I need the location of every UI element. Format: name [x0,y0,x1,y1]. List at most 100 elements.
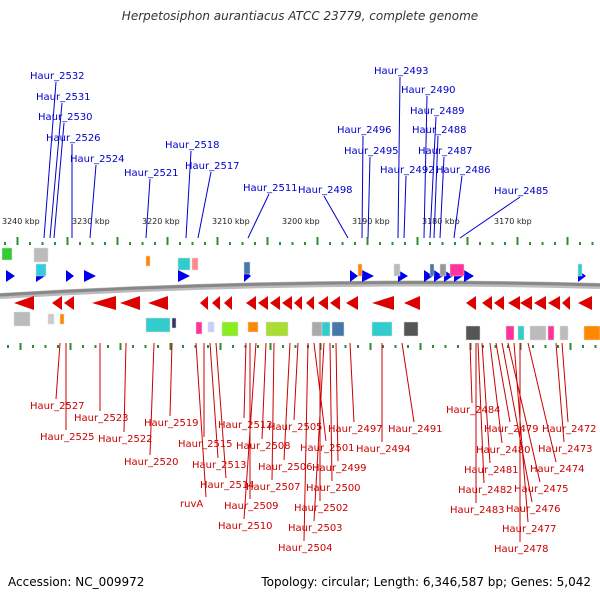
scale-tick-top [429,242,431,245]
scale-tick-bottom [532,345,534,348]
forward-gene-callout: Haur_2521 [124,168,179,239]
leader-line [243,342,257,520]
scale-tick-top [491,242,494,245]
scale-tick-top [104,242,106,245]
forward-gene-arrow [434,270,443,282]
reverse-gene-arrow [534,296,546,310]
reverse-gene-label: Haur_2503 [288,523,343,534]
reverse-gene-label: Haur_2507 [246,482,301,493]
gene-feature-box [331,321,345,337]
forward-gene-callout: Haur_2526 [46,133,101,238]
reverse-gene-label: Haur_2483 [450,505,505,516]
scale-tick-top [404,242,406,245]
reverse-gene-label: Haur_2506 [258,462,313,473]
leader-line [293,342,299,421]
reverse-gene-arrow [200,296,208,310]
scale-tick-bottom [332,345,334,348]
reverse-gene-label: Haur_2522 [98,434,153,445]
leader-line [403,175,407,239]
scale-tick-bottom [419,343,422,350]
leader-line [527,342,557,463]
scale-tick-top [466,237,469,245]
scale-tick-top [116,237,119,245]
reverse-gene-arrow [306,296,314,310]
forward-gene-arrow [6,270,15,282]
scale-tick-bottom [569,343,572,350]
scale-tick-bottom [594,345,597,348]
gene-feature-box [33,247,49,263]
reverse-gene-label: Haur_2501 [300,443,355,454]
scale-tick-top [4,242,6,245]
reverse-gene-label: Haur_2513 [192,460,247,471]
reverse-gene-callout: Haur_2484 [446,342,501,416]
accession-text: Accession: NC_009972 [8,575,145,589]
leader-line [149,342,155,456]
gene-feature-box [529,325,547,341]
leader-line [397,76,401,239]
leader-line [495,342,511,423]
forward-gene-callout: Haur_2492 [380,165,435,239]
reverse-gene-callout: Haur_2497 [328,342,383,435]
scale-tick-bottom [557,345,559,348]
genome-backbone [0,281,600,297]
gene-feature-box [449,263,465,277]
reverse-gene-arrow [482,296,492,310]
scale-tick-bottom [582,345,584,348]
gene-feature-box [321,321,331,337]
scale-tick-top [79,242,81,245]
reverse-gene-callout: Haur_2509 [224,343,279,512]
forward-gene-arrow [350,270,358,282]
scale-tick-top [279,242,281,245]
reverse-gene-arrow [282,296,292,310]
leader-line [53,122,65,239]
leader-line [283,342,291,461]
gene-feature-box [1,247,13,261]
gene-feature-box [243,261,251,275]
scale-tick-bottom [257,345,259,348]
reverse-gene-callout: Haur_2527 [30,342,85,412]
scale-tick-bottom [7,345,9,348]
scale-tick-bottom [382,345,384,348]
scale-tick-top [516,237,519,245]
forward-gene-callout: Haur_2490 [401,85,456,239]
reverse-gene-callout: Haur_2499 [312,342,367,474]
scale-tick-top [204,242,206,245]
reverse-gene-arrow [92,296,116,310]
reverse-gene-callout: Haur_2508 [236,342,291,452]
reverse-gene-label: Haur_2476 [506,504,561,515]
reverse-gene-callout: Haur_2483 [450,343,505,516]
leader-line [561,342,569,423]
scale-tick-bottom [157,345,159,348]
forward-gene-label: Haur_2511 [243,183,298,194]
leader-line [169,342,173,417]
scale-tick-bottom [544,345,547,348]
scale-tick-bottom [432,345,434,348]
leader-line [323,195,349,239]
gene-feature-box [577,263,583,277]
reverse-gene-label: Haur_2504 [278,543,333,554]
scale-tick-top [291,242,294,245]
forward-gene-label: Haur_2518 [165,140,220,151]
leader-line [433,135,439,239]
leader-line [507,342,541,483]
leader-line [423,95,428,239]
leader-line [349,342,355,423]
leader-line [329,342,333,482]
reverse-gene-arrow [372,296,394,310]
scale-tick-top [54,242,56,245]
reverse-gene-arrow [120,296,140,310]
reverse-gene-label: Haur_2520 [124,457,179,468]
reverse-gene-label: Haur_2508 [236,441,291,452]
scale-tick-top [329,242,331,245]
reverse-gene-arrow [466,296,476,310]
forward-gene-callout: Haur_2487 [418,146,473,239]
scale-tick-top [229,242,231,245]
reverse-gene-callout: Haur_2472 [542,342,597,435]
leader-line [401,342,415,423]
gene-feature-box [517,325,525,341]
scale-tick-bottom [19,343,22,350]
scale-tick-top [341,242,344,245]
forward-gene-label: Haur_2490 [401,85,456,96]
leader-line [55,342,61,400]
reverse-gene-callout: Haur_2494 [356,343,411,455]
